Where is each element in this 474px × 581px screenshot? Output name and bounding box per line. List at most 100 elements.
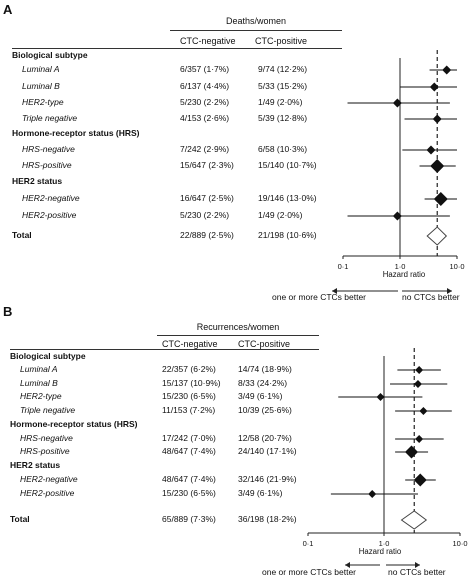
header-deaths-women: Deaths/women bbox=[225, 16, 287, 26]
x-tick-label: 0·1 bbox=[338, 262, 349, 271]
hazard-ratio-marker bbox=[415, 366, 424, 374]
hazard-ratio-marker bbox=[430, 159, 445, 173]
x-tick-label: 10·0 bbox=[452, 539, 467, 548]
ctc-positive-value: 19/146 (13·0%) bbox=[258, 193, 317, 203]
ctc-positive-value: 1/49 (2·0%) bbox=[258, 97, 303, 107]
ctc-positive-value: 32/146 (21·9%) bbox=[238, 474, 297, 484]
row-label: HRS-negative bbox=[20, 433, 73, 443]
row-label: HRS-negative bbox=[22, 144, 75, 154]
hazard-ratio-marker bbox=[426, 145, 436, 155]
ctc-negative-value: 15/647 (2·3%) bbox=[180, 160, 234, 170]
hazard-ratio-marker bbox=[415, 435, 424, 443]
group-label: HER2 status bbox=[12, 176, 63, 186]
ctc-positive-value: 5/39 (12·8%) bbox=[258, 113, 308, 123]
total-label: Total bbox=[10, 514, 30, 524]
ctc-positive-value: 12/58 (20·7%) bbox=[238, 433, 292, 443]
ctc-positive-value: 36/198 (18·2%) bbox=[238, 514, 297, 524]
ctc-negative-value: 6/357 (1·7%) bbox=[180, 64, 230, 74]
ctc-negative-value: 15/230 (6·5%) bbox=[162, 391, 216, 401]
ctc-positive-value: 10/39 (25·6%) bbox=[238, 405, 292, 415]
ctc-negative-value: 16/647 (2·5%) bbox=[180, 193, 234, 203]
ctc-negative-value: 17/242 (7·0%) bbox=[162, 433, 216, 443]
row-label: HER2-type bbox=[22, 97, 64, 107]
hazard-ratio-marker bbox=[442, 65, 452, 75]
ctc-negative-value: 5/230 (2·2%) bbox=[180, 210, 230, 220]
hazard-ratio-marker bbox=[413, 380, 422, 388]
group-label: Hormone-receptor status (HRS) bbox=[10, 419, 138, 429]
hazard-ratio-marker bbox=[419, 407, 428, 415]
hazard-ratio-marker bbox=[376, 393, 385, 401]
hazard-ratio-marker bbox=[429, 82, 439, 92]
ctc-positive-value: 24/140 (17·1%) bbox=[238, 446, 297, 456]
ctc-negative-value: 65/889 (7·3%) bbox=[162, 514, 216, 524]
ctc-negative-value: 48/647 (7·4%) bbox=[162, 446, 216, 456]
ctc-positive-value: 14/74 (18·9%) bbox=[238, 364, 292, 374]
hazard-ratio-marker bbox=[392, 211, 402, 221]
row-label: Luminal A bbox=[20, 364, 58, 374]
header-underline bbox=[170, 30, 342, 31]
table-header-rule-b bbox=[10, 349, 319, 350]
hazard-ratio-marker bbox=[404, 445, 418, 459]
x-axis-label-b: Hazard ratio bbox=[358, 547, 402, 556]
hazard-ratio-marker bbox=[413, 473, 427, 487]
table-header-rule bbox=[12, 48, 342, 49]
ctc-negative-value: 5/230 (2·2%) bbox=[180, 97, 230, 107]
header-underline-b bbox=[157, 335, 319, 336]
ctc-positive-value: 21/198 (10·6%) bbox=[258, 230, 317, 240]
panel-label-b: B bbox=[3, 304, 13, 319]
row-label: HER2-type bbox=[20, 391, 62, 401]
ctc-negative-value: 15/137 (10·9%) bbox=[162, 378, 221, 388]
ctc-positive-value: 5/33 (15·2%) bbox=[258, 81, 308, 91]
ctc-positive-value: 9/74 (12·2%) bbox=[258, 64, 308, 74]
row-label: Luminal B bbox=[20, 378, 58, 388]
ctc-negative-value: 22/889 (2·5%) bbox=[180, 230, 234, 240]
header-recurrences-women: Recurrences/women bbox=[196, 322, 280, 332]
row-label: HER2-negative bbox=[20, 474, 78, 484]
row-label: Triple negative bbox=[20, 405, 76, 415]
ctc-positive-value: 3/49 (6·1%) bbox=[238, 488, 283, 498]
ctc-negative-value: 11/153 (7·2%) bbox=[162, 405, 216, 415]
col-header-ctc-positive: CTC-positive bbox=[255, 36, 308, 46]
row-label: Luminal B bbox=[22, 81, 60, 91]
left-arrow-label-a: one or more CTCs better bbox=[272, 292, 367, 302]
x-tick-label: 1·0 bbox=[395, 262, 406, 271]
row-label: HER2-negative bbox=[22, 193, 80, 203]
hazard-ratio-marker bbox=[368, 490, 377, 498]
ctc-positive-value: 6/58 (10·3%) bbox=[258, 144, 308, 154]
x-axis-label-a: Hazard ratio bbox=[382, 270, 426, 279]
total-label: Total bbox=[12, 230, 32, 240]
right-arrow-label-b: no CTCs better bbox=[388, 567, 446, 577]
group-label: Hormone-receptor status (HRS) bbox=[12, 128, 140, 138]
total-estimate-diamond bbox=[400, 510, 428, 530]
col-header-ctc-positive-b: CTC-positive bbox=[238, 339, 291, 349]
x-tick-label: 1·0 bbox=[379, 539, 390, 548]
ctc-negative-value: 15/230 (6·5%) bbox=[162, 488, 216, 498]
row-label: HRS-positive bbox=[22, 160, 72, 170]
hazard-ratio-marker bbox=[392, 98, 402, 108]
ctc-positive-value: 3/49 (6·1%) bbox=[238, 391, 283, 401]
ctc-positive-value: 15/140 (10·7%) bbox=[258, 160, 317, 170]
ctc-negative-value: 22/357 (6·2%) bbox=[162, 364, 216, 374]
hazard-ratio-marker bbox=[432, 114, 442, 124]
col-header-ctc-negative-b: CTC-negative bbox=[162, 339, 218, 349]
x-tick-label: 10·0 bbox=[449, 262, 464, 271]
row-label: Luminal A bbox=[22, 64, 60, 74]
right-arrow-label-a: no CTCs better bbox=[402, 292, 460, 302]
direction-arrows-a bbox=[332, 288, 452, 294]
forest-plot-a-svg: 0·1 1·0 10·0 bbox=[338, 50, 465, 271]
hazard-ratio-marker bbox=[433, 192, 448, 206]
left-arrow-label-b: one or more CTCs better bbox=[262, 567, 357, 577]
ctc-positive-value: 1/49 (2·0%) bbox=[258, 210, 303, 220]
panel-label-a: A bbox=[3, 2, 13, 17]
ctc-negative-value: 48/647 (7·4%) bbox=[162, 474, 216, 484]
ctc-positive-value: 8/33 (24·2%) bbox=[238, 378, 288, 388]
group-label: Biological subtype bbox=[12, 50, 88, 60]
ctc-negative-value: 6/137 (4·4%) bbox=[180, 81, 230, 91]
ctc-negative-value: 7/242 (2·9%) bbox=[180, 144, 230, 154]
direction-arrows-b bbox=[345, 562, 420, 568]
total-estimate-diamond bbox=[426, 226, 448, 246]
col-header-ctc-negative: CTC-negative bbox=[180, 36, 236, 46]
x-tick-label: 0·1 bbox=[303, 539, 314, 548]
group-label: Biological subtype bbox=[10, 351, 86, 361]
